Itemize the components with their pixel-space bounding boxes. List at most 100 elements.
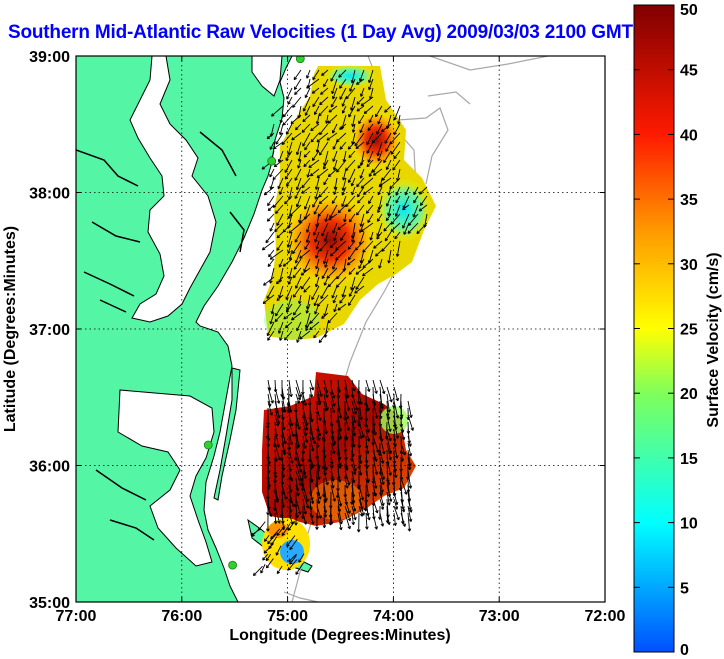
velocity-arrow	[327, 168, 338, 178]
velocity-arrow	[310, 123, 320, 132]
velocity-arrow	[379, 435, 386, 455]
velocity-arrow	[393, 421, 400, 439]
velocity-arrow	[292, 303, 302, 316]
velocity-arrow	[372, 449, 378, 462]
velocity-arrow	[386, 491, 391, 506]
velocity-arrow	[288, 421, 295, 438]
velocity-arrow	[311, 285, 320, 300]
velocity-arrow	[292, 240, 302, 255]
velocity-arrow	[350, 96, 356, 111]
velocity-arrow	[373, 240, 383, 249]
velocity-arrow	[267, 400, 274, 416]
velocity-arrow	[295, 141, 302, 156]
velocity-arrow	[295, 195, 302, 208]
velocity-arrow	[309, 428, 317, 445]
velocity-arrow	[379, 463, 386, 480]
velocity-arrow	[260, 564, 266, 574]
velocity-arrow	[356, 186, 365, 198]
velocity-arrow	[402, 204, 410, 211]
velocity-arrow	[278, 258, 284, 268]
velocity-arrow	[379, 470, 385, 486]
velocity-arrow	[291, 312, 302, 321]
velocity-arrow	[369, 231, 374, 241]
velocity-arrow	[407, 442, 413, 457]
velocity-arrow	[376, 213, 383, 222]
velocity-arrow	[324, 213, 329, 223]
velocity-arrow	[266, 213, 275, 222]
velocity-arrow	[293, 69, 302, 81]
velocity-arrow	[332, 159, 338, 171]
velocity-arrow	[266, 512, 270, 532]
velocity-arrow	[281, 484, 288, 500]
velocity-arrow	[276, 565, 283, 575]
velocity-arrow	[265, 553, 271, 562]
velocity-arrow	[314, 276, 320, 288]
velocity-arrow	[275, 303, 284, 317]
velocity-arrow	[356, 204, 365, 216]
velocity-arrow	[349, 78, 356, 92]
velocity-arrow	[367, 213, 374, 223]
velocity-arrow	[342, 168, 347, 181]
colorbar-tick-label: 40	[680, 127, 698, 144]
velocity-arrow	[407, 512, 412, 532]
velocity-arrow	[394, 231, 401, 240]
velocity-arrow	[322, 159, 329, 170]
velocity-arrow	[270, 528, 281, 540]
velocity-arrow	[386, 428, 392, 442]
velocity-arrow	[331, 195, 338, 204]
velocity-arrow	[323, 386, 329, 399]
velocity-arrow	[305, 69, 311, 79]
velocity-arrow	[273, 512, 278, 524]
velocity-arrow	[315, 114, 320, 125]
velocity-arrow	[277, 177, 284, 190]
velocity-arrow	[265, 231, 275, 244]
velocity-arrow	[329, 240, 338, 249]
velocity-arrow	[350, 177, 356, 187]
velocity-arrow	[348, 105, 356, 118]
velocity-arrow	[395, 195, 401, 204]
velocity-arrow	[267, 386, 274, 404]
velocity-arrow	[316, 407, 322, 421]
velocity-arrow	[342, 150, 347, 163]
velocity-arrow	[344, 512, 351, 530]
velocity-arrow	[276, 231, 284, 239]
velocity-arrow	[358, 393, 363, 405]
velocity-arrow	[321, 69, 329, 77]
velocity-arrow	[318, 195, 329, 205]
velocity-arrow	[367, 123, 374, 131]
velocity-arrow	[302, 463, 307, 479]
velocity-arrow	[341, 285, 347, 298]
velocity-arrow	[309, 456, 315, 468]
velocity-arrow	[302, 414, 309, 431]
velocity-arrow	[351, 400, 358, 415]
velocity-arrow	[416, 222, 428, 235]
velocity-arrow	[274, 204, 284, 214]
velocity-arrow	[347, 249, 356, 261]
velocity-arrow	[348, 150, 356, 159]
velocity-arrow	[316, 505, 322, 519]
velocity-arrow	[345, 87, 356, 100]
velocity-arrow	[251, 528, 260, 537]
velocity-arrow	[355, 141, 365, 150]
velocity-arrow	[400, 442, 406, 456]
velocity-arrow	[330, 435, 336, 447]
velocity-arrow	[287, 559, 298, 571]
y-tick-label: 36:00	[29, 459, 70, 476]
velocity-arrow	[288, 414, 294, 427]
velocity-arrow	[337, 204, 347, 214]
velocity-arrow	[351, 231, 356, 243]
velocity-arrow	[384, 231, 392, 242]
velocity-arrow	[323, 276, 329, 286]
velocity-arrow	[400, 428, 406, 441]
velocity-arrow	[351, 114, 356, 127]
velocity-arrow	[355, 267, 365, 275]
velocity-arrow	[295, 498, 302, 515]
velocity-arrow	[378, 258, 383, 269]
colorbar-tick-label: 35	[680, 192, 698, 209]
velocity-arrow	[329, 512, 334, 525]
velocity-arrow	[332, 222, 338, 234]
velocity-arrow	[359, 123, 365, 134]
velocity-arrow	[294, 123, 302, 131]
velocity-arrow	[351, 123, 356, 133]
